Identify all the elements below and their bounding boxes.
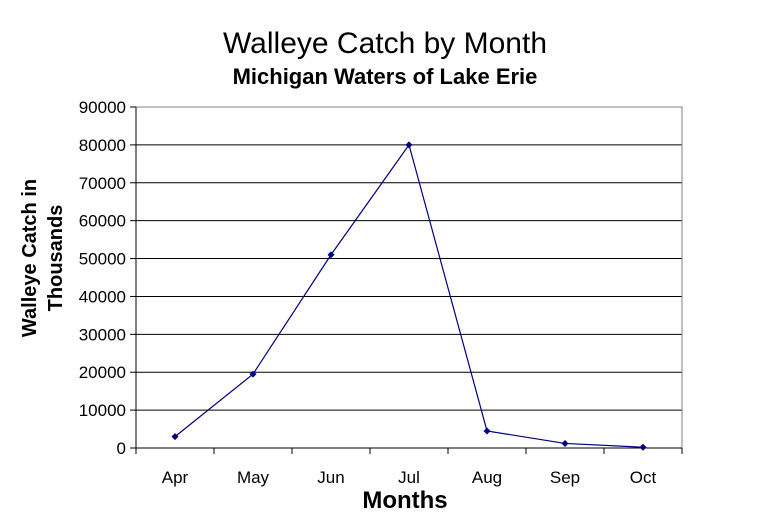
y-axis-label-line-2: Thousands [45, 205, 67, 312]
data-point-oct [639, 443, 647, 451]
y-tick-label-7: 70000 [79, 174, 126, 193]
data-point-jul [405, 141, 413, 149]
data-point-sep [561, 439, 569, 447]
x-tick-label-sep: Sep [550, 468, 580, 487]
x-tick-label-may: May [237, 468, 270, 487]
plot-area [135, 106, 683, 449]
chart-title: Walleye Catch by Month [223, 27, 547, 60]
x-tick-label-jun: Jun [317, 468, 344, 487]
x-tick-label-aug: Aug [472, 468, 502, 487]
y-axis-label-line-1: Walleye Catch in [19, 179, 41, 337]
x-tick-label-oct: Oct [630, 468, 657, 487]
x-tick-label-jul: Jul [398, 468, 420, 487]
x-tick-label-apr: Apr [162, 468, 189, 487]
chart-subtitle: Michigan Waters of Lake Erie [233, 64, 538, 89]
data-point-may [249, 370, 257, 378]
y-tick-label-1: 10000 [79, 401, 126, 420]
x-axis-label: Months [362, 487, 447, 514]
data-point-jun [327, 251, 335, 259]
y-axis: 0 10000 20000 30000 40000 50000 60000 70000 8000… [79, 98, 137, 458]
x-axis: Apr May Jun Jul Aug Sep Oct [135, 447, 683, 487]
y-tick-label-3: 30000 [79, 325, 126, 344]
y-axis-label: Walleye Catch in Thousands [19, 179, 67, 337]
y-tick-label-4: 40000 [79, 287, 126, 306]
y-tick-label-9: 90000 [79, 98, 126, 117]
series-walleye-catch [171, 141, 647, 451]
y-tick-label-6: 60000 [79, 212, 126, 231]
data-point-apr [171, 433, 179, 441]
data-point-aug [483, 427, 491, 435]
y-tick-label-8: 80000 [79, 136, 126, 155]
y-tick-label-0: 0 [117, 439, 126, 458]
y-tick-label-2: 20000 [79, 363, 126, 382]
y-tick-label-5: 50000 [79, 250, 126, 269]
gridlines [136, 106, 682, 411]
